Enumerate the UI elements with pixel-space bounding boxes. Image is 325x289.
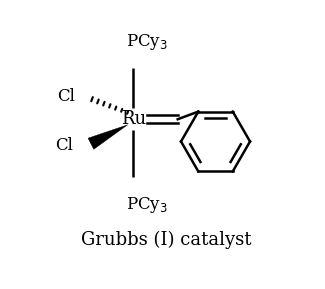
Text: PCy$_3$: PCy$_3$ <box>125 32 167 53</box>
Text: Cl: Cl <box>55 138 73 154</box>
Text: Cl: Cl <box>58 88 75 105</box>
Polygon shape <box>88 125 128 149</box>
Text: Ru: Ru <box>121 110 146 128</box>
Text: PCy$_3$: PCy$_3$ <box>125 195 167 215</box>
Text: Grubbs (I) catalyst: Grubbs (I) catalyst <box>81 230 252 249</box>
